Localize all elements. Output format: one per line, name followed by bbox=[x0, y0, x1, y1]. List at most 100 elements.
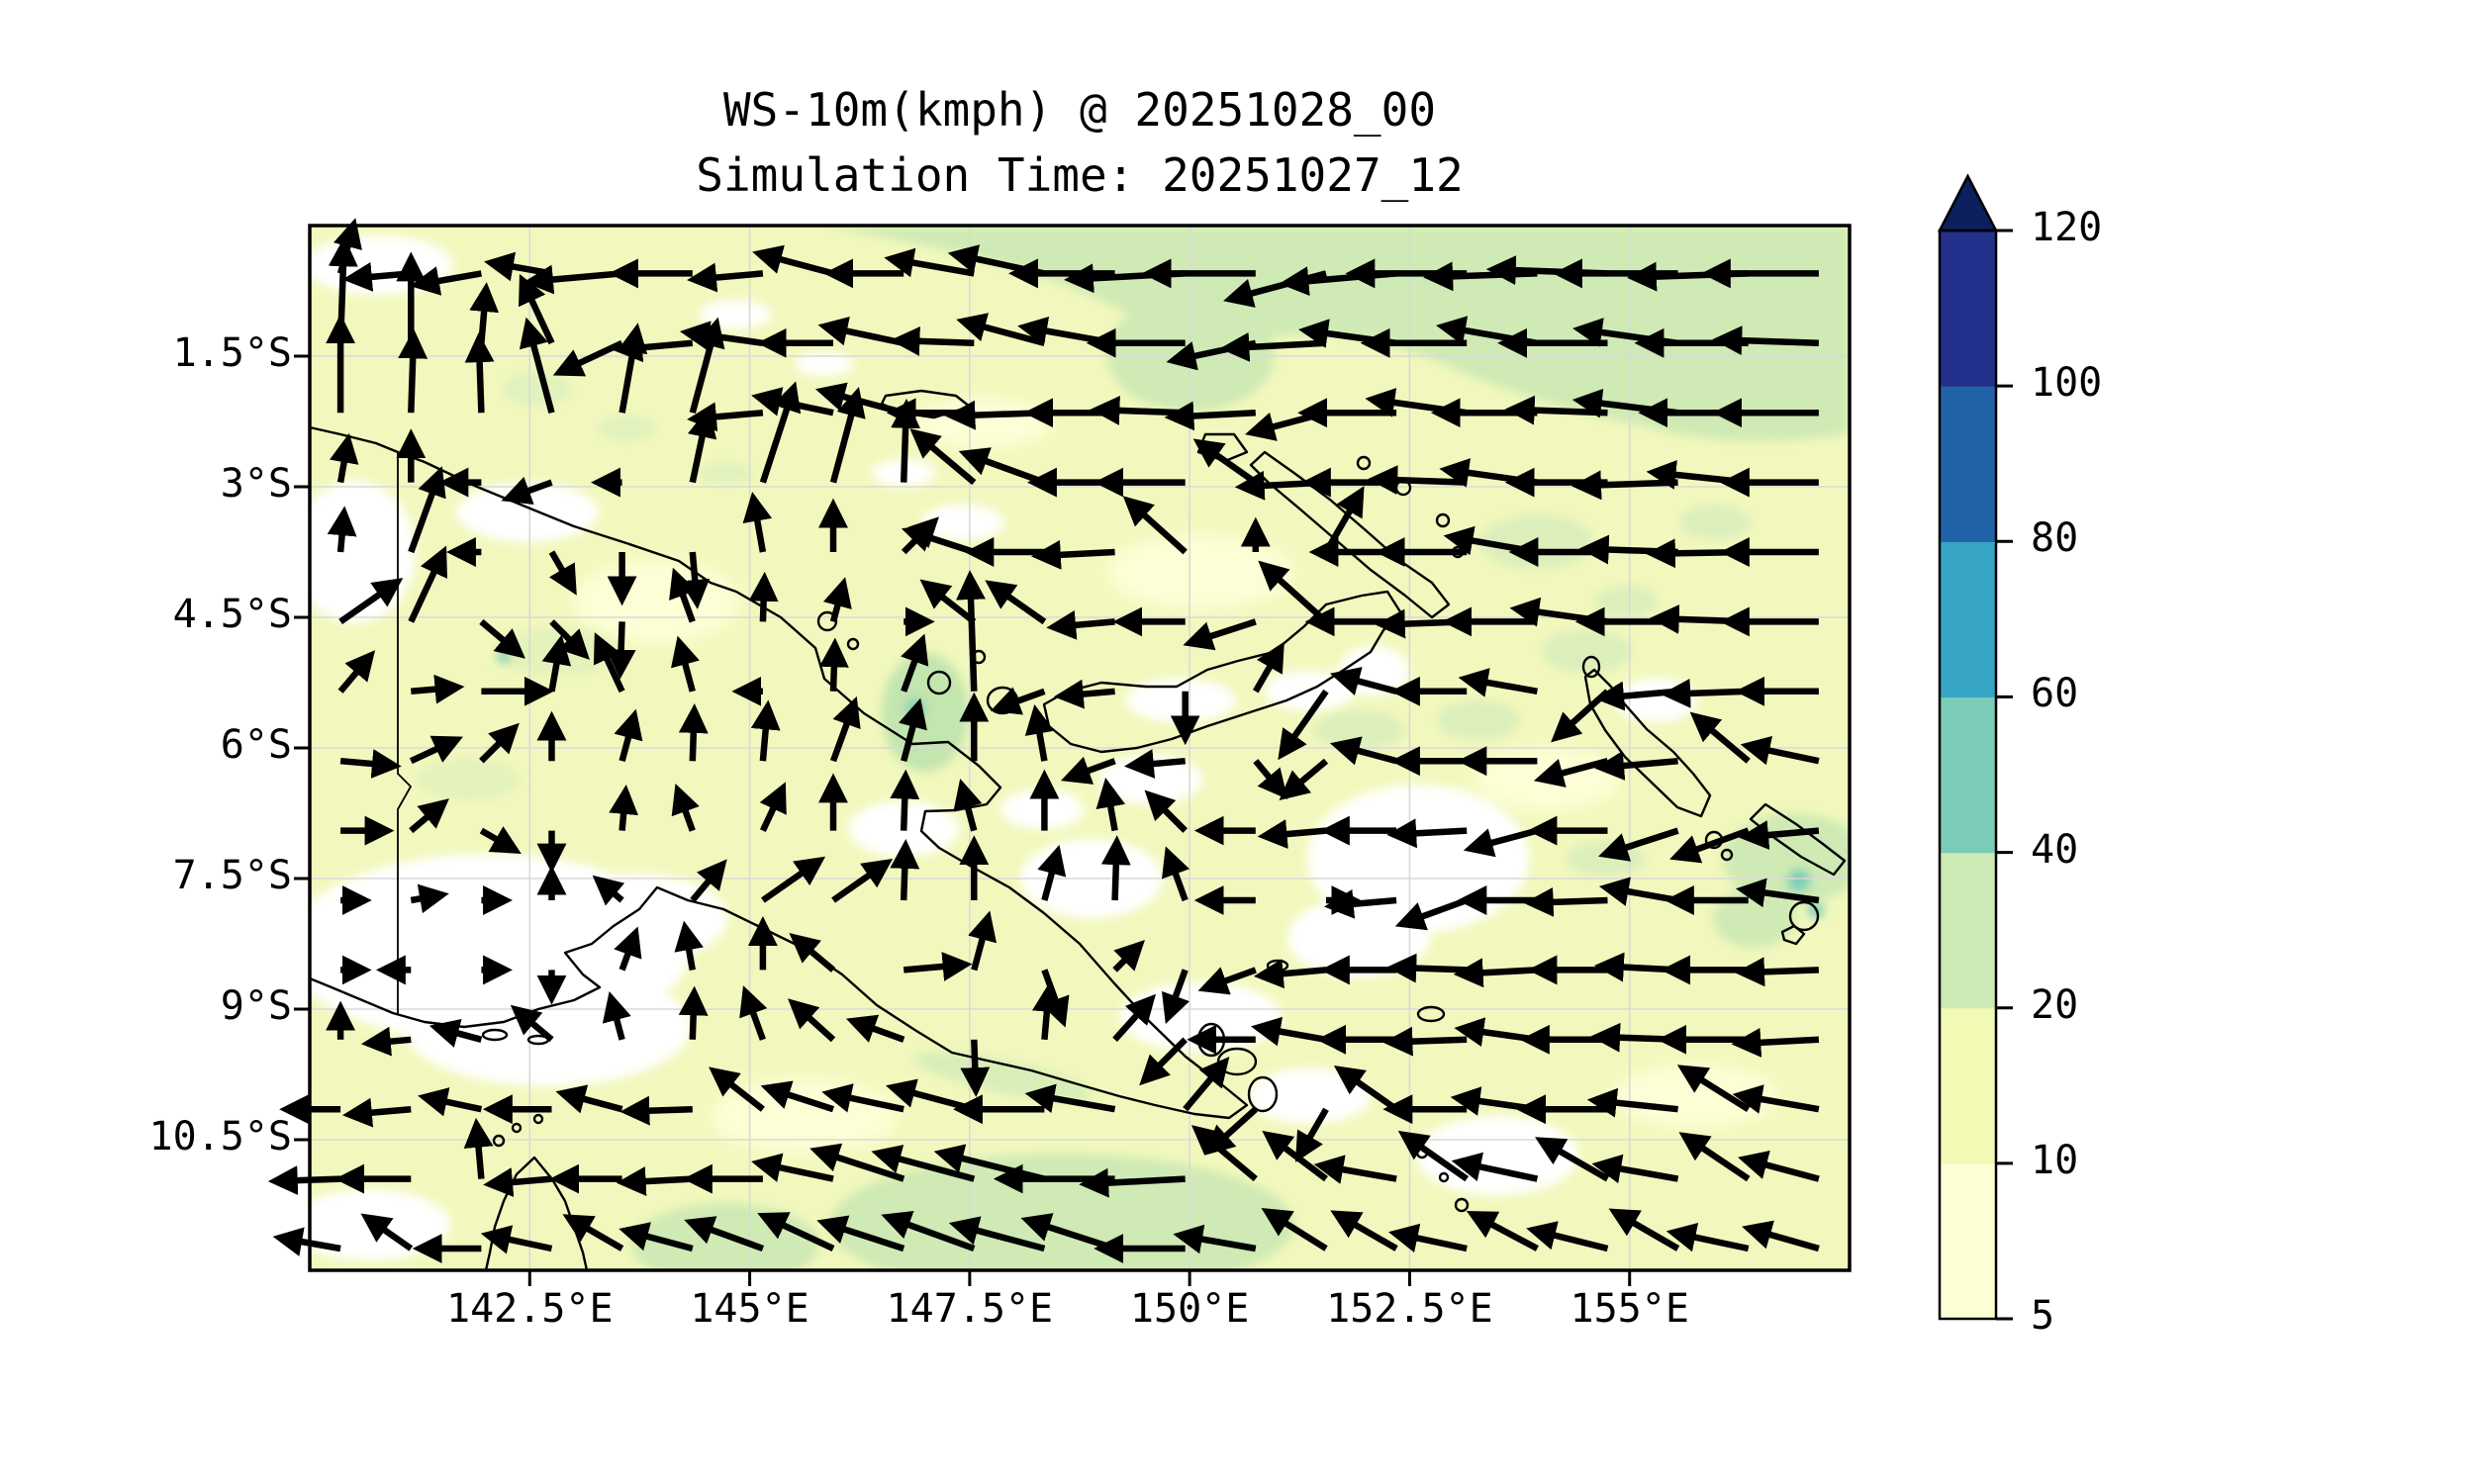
coastline-buka bbox=[1581, 655, 1601, 679]
wind-arrow bbox=[410, 883, 449, 914]
wind-arrow bbox=[602, 990, 631, 1041]
wind-arrow bbox=[890, 769, 920, 831]
wind-arrow bbox=[541, 634, 572, 693]
wind-arrow bbox=[1139, 1037, 1188, 1086]
wind-arrow bbox=[1394, 896, 1469, 931]
wind-arrow bbox=[619, 1095, 693, 1126]
colorbar-segment bbox=[1940, 386, 1996, 542]
x-tick-label: 145°E bbox=[690, 1286, 809, 1332]
wind-arrow bbox=[1252, 641, 1285, 694]
wind-arrow bbox=[1253, 959, 1327, 989]
colorbar-segment bbox=[1940, 696, 1996, 854]
wind-arrow bbox=[614, 926, 642, 972]
y-tick-label: 4.5°S bbox=[172, 592, 292, 637]
wind-arrow bbox=[1463, 827, 1539, 858]
wind-arrow bbox=[1164, 401, 1256, 431]
wind-arrow bbox=[1295, 1107, 1329, 1162]
wind-arrow bbox=[674, 920, 704, 971]
wind-arrow bbox=[1504, 395, 1608, 425]
wind-arrow bbox=[338, 578, 404, 625]
wind-arrow bbox=[618, 323, 648, 414]
wind-arrow bbox=[742, 492, 773, 553]
wind-arrow bbox=[948, 1216, 1046, 1252]
wind-arrow bbox=[398, 328, 428, 414]
wind-arrow bbox=[1598, 827, 1679, 862]
wind-arrow bbox=[891, 398, 921, 483]
wind-arrow bbox=[1330, 1210, 1398, 1252]
wind-arrow bbox=[788, 998, 836, 1043]
wind-arrow bbox=[845, 1014, 905, 1043]
wind-arrow bbox=[985, 580, 1047, 625]
wind-arrow bbox=[339, 749, 402, 779]
wind-arrow bbox=[1261, 1208, 1328, 1252]
wind-arrow bbox=[341, 1097, 412, 1128]
y-tick-label: 10.5°S bbox=[148, 1114, 293, 1159]
wind-arrow bbox=[956, 570, 986, 692]
wind-arrow bbox=[1253, 759, 1288, 799]
wind-arrow bbox=[327, 506, 357, 553]
wind-arrow bbox=[669, 567, 698, 623]
wind-arrow bbox=[1590, 1022, 1678, 1053]
wind-arrow bbox=[1423, 261, 1538, 292]
wind-arrow bbox=[1526, 1221, 1609, 1252]
wind-arrow bbox=[409, 735, 463, 765]
wind-arrow bbox=[748, 571, 779, 622]
wind-arrow bbox=[1090, 395, 1186, 425]
wind-arrow bbox=[822, 577, 852, 623]
colorbar-tick-label: 80 bbox=[2031, 515, 2079, 562]
wind-arrow bbox=[890, 325, 975, 356]
wind-arrow bbox=[829, 387, 866, 484]
wind-arrow bbox=[1079, 1167, 1186, 1198]
wind-arrow bbox=[428, 1019, 483, 1048]
colorbar-tick-label: 5 bbox=[2031, 1293, 2055, 1339]
wind-arrow bbox=[469, 282, 500, 344]
wind-arrow bbox=[408, 466, 446, 554]
wind-arrow bbox=[609, 784, 638, 831]
wind-arrow bbox=[752, 244, 834, 277]
wind-arrow bbox=[1669, 827, 1750, 864]
wind-arrow bbox=[899, 697, 927, 763]
wind-arrow bbox=[1740, 735, 1820, 766]
wind-arrow bbox=[953, 779, 983, 832]
wind-arrow bbox=[1313, 1155, 1397, 1184]
wind-arrow bbox=[1251, 1016, 1327, 1047]
wind-arrow bbox=[680, 551, 711, 609]
wind-arrow bbox=[510, 1004, 554, 1043]
colorbar-svg bbox=[1937, 173, 2013, 1321]
y-tick-label: 9°S bbox=[220, 983, 292, 1029]
wind-arrow bbox=[759, 782, 787, 832]
wind-arrow bbox=[990, 687, 1046, 715]
wind-arrow bbox=[1665, 1222, 1750, 1252]
wind-arrow bbox=[1030, 539, 1115, 570]
map-svg bbox=[267, 218, 1852, 1286]
coastline-saibai bbox=[481, 1028, 509, 1042]
y-tick-label: 3°S bbox=[220, 461, 292, 507]
wind-arrow bbox=[329, 432, 359, 484]
wind-arrow bbox=[408, 545, 447, 623]
wind-arrow bbox=[1161, 969, 1190, 1025]
wind-arrow bbox=[1257, 819, 1327, 849]
wind-arrow bbox=[548, 550, 577, 596]
x-tick-label: 155°E bbox=[1570, 1286, 1689, 1332]
quiver-arrows bbox=[267, 218, 1820, 1263]
wind-arrow bbox=[903, 952, 973, 981]
wind-arrow bbox=[968, 910, 998, 972]
wind-arrow bbox=[410, 266, 482, 296]
wind-arrow bbox=[1095, 778, 1126, 832]
wind-arrow bbox=[678, 985, 709, 1040]
coastline-louisiade bbox=[1454, 1197, 1470, 1213]
wind-arrow bbox=[901, 523, 976, 556]
wind-arrow bbox=[1123, 749, 1186, 779]
wind-arrow bbox=[360, 1213, 414, 1252]
wind-arrow bbox=[1594, 751, 1678, 781]
wind-arrow bbox=[480, 1225, 553, 1254]
wind-arrow bbox=[1453, 958, 1538, 988]
axis-tick-marks bbox=[294, 354, 1632, 1286]
wind-arrow bbox=[1279, 758, 1329, 800]
wind-arrow bbox=[901, 633, 929, 693]
y-tick-label: 1.5°S bbox=[172, 330, 292, 376]
wind-arrow bbox=[272, 1227, 341, 1256]
wind-arrow bbox=[1689, 711, 1751, 764]
wind-arrow bbox=[337, 650, 376, 694]
